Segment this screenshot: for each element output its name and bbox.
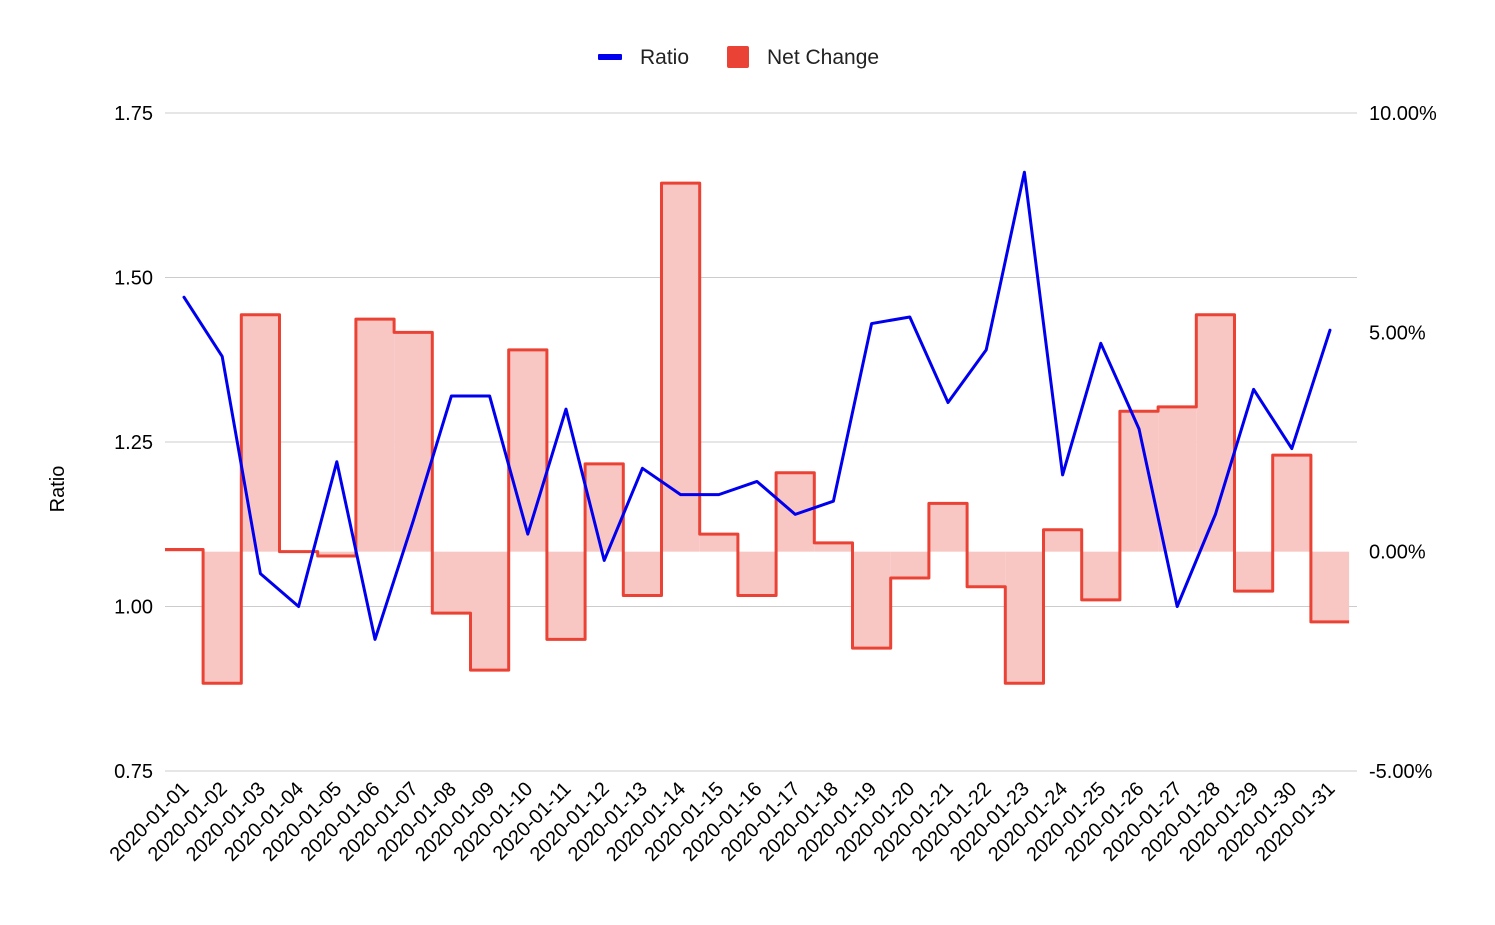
right-tick-label: 0.00% bbox=[1369, 542, 1426, 564]
net-change-step bbox=[317, 551, 356, 557]
ratio-series bbox=[182, 170, 1332, 641]
net-change-step bbox=[394, 332, 433, 552]
net-change-step bbox=[661, 183, 700, 552]
net-change-step bbox=[776, 472, 815, 552]
net-change-step bbox=[470, 551, 509, 671]
net-change-step bbox=[508, 349, 547, 552]
right-tick-label: 5.00% bbox=[1369, 322, 1426, 344]
net-change-step bbox=[928, 503, 968, 552]
left-tick-label: 1.50 bbox=[114, 268, 153, 290]
net-change-step bbox=[623, 551, 662, 596]
net-change-step bbox=[814, 542, 853, 552]
net-change-step bbox=[967, 551, 1006, 587]
net-change-step bbox=[1272, 455, 1311, 552]
left-tick-label: 0.75 bbox=[114, 761, 153, 783]
legend-ratio-swatch bbox=[598, 54, 622, 60]
left-axis-ticks: 1.75 1.50 1.25 1.00 0.75 bbox=[114, 103, 153, 783]
net-change-step bbox=[699, 534, 738, 552]
net-change-step bbox=[203, 551, 242, 684]
legend-ratio-label: Ratio bbox=[640, 46, 689, 69]
net-change-step bbox=[1081, 551, 1120, 600]
net-change-step bbox=[852, 551, 891, 649]
net-change-line bbox=[165, 181, 1350, 685]
net-change-step bbox=[737, 551, 777, 596]
net-change-step bbox=[1158, 406, 1197, 552]
net-change-step bbox=[890, 551, 929, 578]
net-change-step bbox=[355, 319, 395, 552]
net-change-step bbox=[1005, 551, 1044, 684]
net-change-step bbox=[1310, 551, 1350, 622]
right-axis-ticks: 10.00% 5.00% 0.00% -5.00% bbox=[1369, 103, 1437, 783]
right-tick-label: 10.00% bbox=[1369, 103, 1437, 125]
net-change-step bbox=[1234, 551, 1273, 592]
legend-net-change-label: Net Change bbox=[767, 46, 879, 69]
net-change-series bbox=[165, 181, 1350, 685]
legend-net-change-swatch bbox=[727, 46, 749, 68]
net-change-step bbox=[432, 551, 471, 614]
left-tick-label: 1.00 bbox=[114, 597, 153, 619]
x-axis-ticks: 2020-01-012020-01-022020-01-032020-01-04… bbox=[106, 778, 1340, 866]
right-tick-label: -5.00% bbox=[1369, 761, 1433, 783]
net-change-step bbox=[546, 551, 586, 640]
net-change-step bbox=[241, 314, 280, 552]
left-tick-label: 1.75 bbox=[114, 103, 153, 125]
left-tick-label: 1.25 bbox=[114, 432, 153, 454]
legend: Ratio Net Change bbox=[598, 46, 879, 69]
left-axis-title: Ratio bbox=[47, 466, 69, 513]
net-change-step bbox=[1043, 529, 1082, 552]
